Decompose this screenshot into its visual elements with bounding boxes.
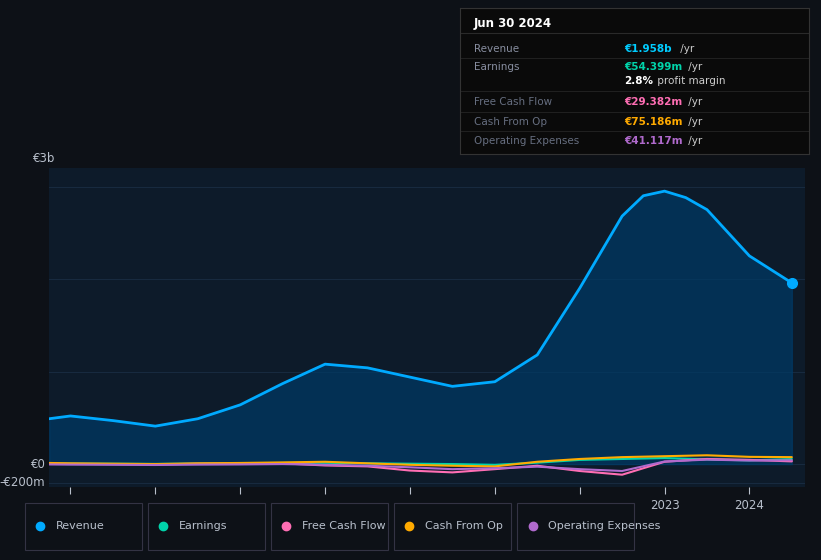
FancyBboxPatch shape	[148, 503, 264, 550]
Text: €29.382m: €29.382m	[624, 96, 682, 106]
Text: €3b: €3b	[33, 152, 55, 165]
FancyBboxPatch shape	[25, 503, 142, 550]
Text: Cash From Op: Cash From Op	[425, 521, 502, 531]
Text: €0: €0	[30, 458, 45, 470]
Text: profit margin: profit margin	[654, 76, 726, 86]
Text: Free Cash Flow: Free Cash Flow	[302, 521, 385, 531]
Text: Operating Expenses: Operating Expenses	[474, 136, 579, 146]
Text: -€200m: -€200m	[0, 476, 45, 489]
Text: 2.8%: 2.8%	[624, 76, 653, 86]
FancyBboxPatch shape	[517, 503, 635, 550]
Text: €75.186m: €75.186m	[624, 117, 682, 127]
Text: /yr: /yr	[677, 44, 695, 54]
Text: /yr: /yr	[686, 136, 703, 146]
Text: Earnings: Earnings	[179, 521, 227, 531]
Text: /yr: /yr	[686, 117, 703, 127]
FancyBboxPatch shape	[271, 503, 388, 550]
FancyBboxPatch shape	[394, 503, 511, 550]
Text: /yr: /yr	[686, 62, 703, 72]
Text: Operating Expenses: Operating Expenses	[548, 521, 660, 531]
Text: €54.399m: €54.399m	[624, 62, 682, 72]
Text: €41.117m: €41.117m	[624, 136, 682, 146]
Text: Cash From Op: Cash From Op	[474, 117, 547, 127]
Text: Revenue: Revenue	[474, 44, 519, 54]
Text: Revenue: Revenue	[56, 521, 104, 531]
Text: Jun 30 2024: Jun 30 2024	[474, 17, 552, 30]
Text: Earnings: Earnings	[474, 62, 519, 72]
Text: Free Cash Flow: Free Cash Flow	[474, 96, 552, 106]
Text: /yr: /yr	[686, 96, 703, 106]
Text: €1.958b: €1.958b	[624, 44, 672, 54]
